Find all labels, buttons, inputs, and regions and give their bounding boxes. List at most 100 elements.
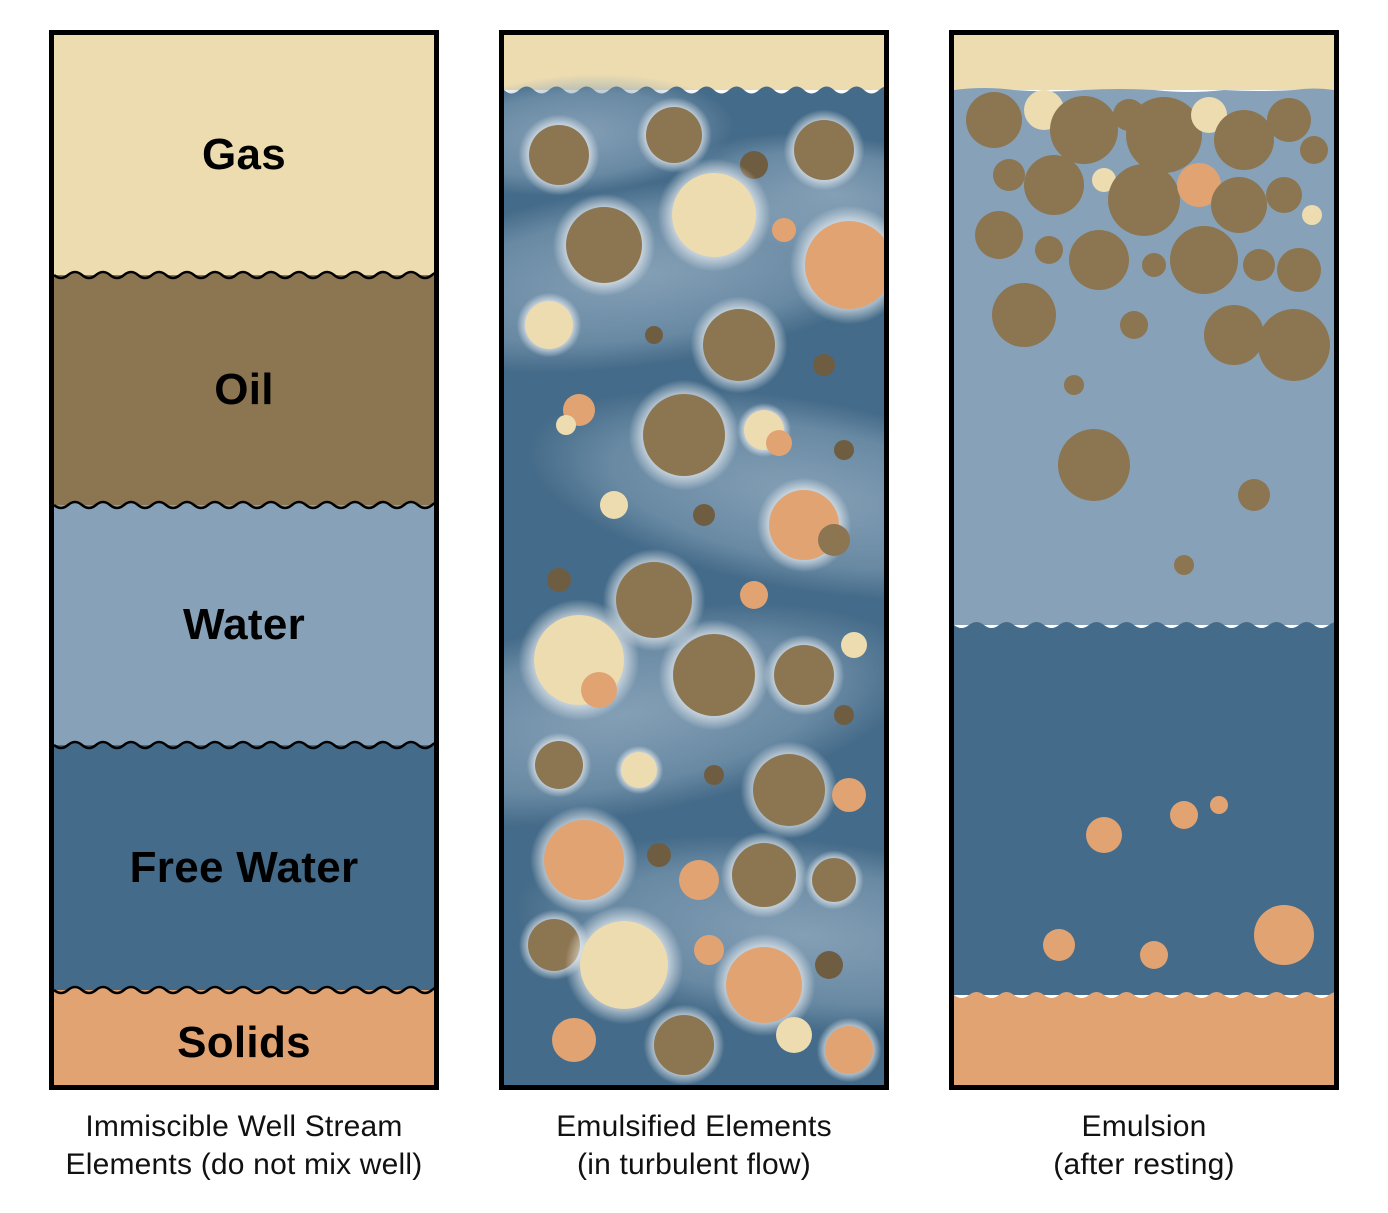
droplet — [766, 430, 792, 456]
droplet — [1211, 177, 1267, 233]
droplet — [815, 951, 843, 979]
caption-text: Elements (do not mix well) — [66, 1148, 423, 1181]
droplet — [1258, 309, 1330, 381]
layer-gas: Gas — [54, 35, 434, 275]
droplet — [645, 326, 663, 344]
caption-text: (in turbulent flow) — [577, 1148, 811, 1181]
droplet — [834, 705, 854, 725]
caption-text: Emulsified Elements — [556, 1110, 832, 1143]
droplet — [673, 634, 755, 716]
emulsion-svg — [954, 35, 1334, 1085]
droplet — [693, 504, 715, 526]
droplet — [794, 120, 854, 180]
droplet — [1043, 929, 1075, 961]
droplet — [580, 921, 668, 1009]
droplet — [966, 92, 1022, 148]
droplet — [1126, 97, 1202, 173]
droplet — [740, 581, 768, 609]
caption-text: (after resting) — [1053, 1148, 1234, 1181]
wave-divider — [54, 263, 434, 287]
layer-water: Water — [54, 505, 434, 745]
droplet — [1058, 429, 1130, 501]
panel-emulsified — [499, 30, 889, 1090]
droplet — [1108, 164, 1180, 236]
droplet — [679, 860, 719, 900]
solids-layer — [954, 992, 1334, 1085]
droplet — [581, 672, 617, 708]
droplet — [1210, 796, 1228, 814]
droplet — [841, 632, 867, 658]
droplet — [726, 947, 802, 1023]
droplet — [1214, 110, 1274, 170]
droplet — [1174, 555, 1194, 575]
droplet — [646, 107, 702, 163]
droplet — [825, 1026, 873, 1074]
caption-text: Immiscible Well Stream — [85, 1110, 402, 1143]
wave-divider — [54, 978, 434, 1002]
droplet — [1170, 226, 1238, 294]
droplet — [1302, 205, 1322, 225]
panel-immiscible: Gas Oil Water Free Water Solids — [49, 30, 439, 1090]
droplet — [1254, 905, 1314, 965]
caption-text: Emulsion — [1082, 1110, 1207, 1143]
droplet — [832, 778, 866, 812]
droplet — [525, 301, 573, 349]
diagram-row: Gas Oil Water Free Water Solids Immiscible W… — [49, 30, 1339, 1183]
droplet — [556, 415, 576, 435]
droplet — [544, 820, 624, 900]
panel-emulsion — [949, 30, 1339, 1090]
droplet — [529, 125, 589, 185]
layer-label-oil: Oil — [214, 365, 274, 415]
droplet — [1120, 311, 1148, 339]
droplet — [1050, 96, 1118, 164]
layer-free-water: Free Water — [54, 745, 434, 990]
droplet — [1064, 375, 1084, 395]
droplet — [1170, 801, 1198, 829]
droplet — [1140, 941, 1168, 969]
droplet — [672, 173, 756, 257]
droplet — [834, 440, 854, 460]
droplet — [535, 741, 583, 789]
wave-divider — [54, 733, 434, 757]
panel3-caption: Emulsion (after resting) — [1053, 1108, 1234, 1183]
droplet — [1142, 253, 1166, 277]
panel1-caption: Immiscible Well Stream Elements (do not … — [66, 1108, 423, 1183]
droplet — [547, 568, 571, 592]
droplet — [552, 1018, 596, 1062]
droplet — [812, 858, 856, 902]
layer-solids: Solids — [54, 990, 434, 1090]
panel3-col: Emulsion (after resting) — [949, 30, 1339, 1183]
droplet — [732, 843, 796, 907]
layer-label-solids: Solids — [177, 1018, 311, 1068]
droplet — [774, 645, 834, 705]
droplet — [1204, 305, 1264, 365]
wave-divider — [54, 493, 434, 517]
droplet — [993, 159, 1025, 191]
panel2-col: Emulsified Elements (in turbulent flow) — [499, 30, 889, 1183]
layer-label-water: Water — [183, 600, 305, 650]
droplet — [818, 524, 850, 556]
droplet — [1086, 817, 1122, 853]
droplet — [704, 765, 724, 785]
droplet — [813, 354, 835, 376]
droplet — [600, 491, 628, 519]
droplet — [703, 309, 775, 381]
droplet — [776, 1017, 812, 1053]
droplet — [1238, 479, 1270, 511]
droplet — [1267, 98, 1311, 142]
panel2-caption: Emulsified Elements (in turbulent flow) — [556, 1108, 832, 1183]
panel1-col: Gas Oil Water Free Water Solids Immiscible W… — [49, 30, 439, 1183]
droplet — [753, 754, 825, 826]
droplet — [1024, 155, 1084, 215]
droplet — [1266, 177, 1302, 213]
droplet — [1243, 249, 1275, 281]
layer-oil: Oil — [54, 275, 434, 505]
droplet — [621, 752, 657, 788]
droplet — [654, 1015, 714, 1075]
droplet — [1069, 230, 1129, 290]
droplet — [1277, 248, 1321, 292]
emulsified-svg — [504, 35, 884, 1085]
layer-label-gas: Gas — [202, 130, 286, 180]
droplet — [566, 207, 642, 283]
droplet — [772, 218, 796, 242]
